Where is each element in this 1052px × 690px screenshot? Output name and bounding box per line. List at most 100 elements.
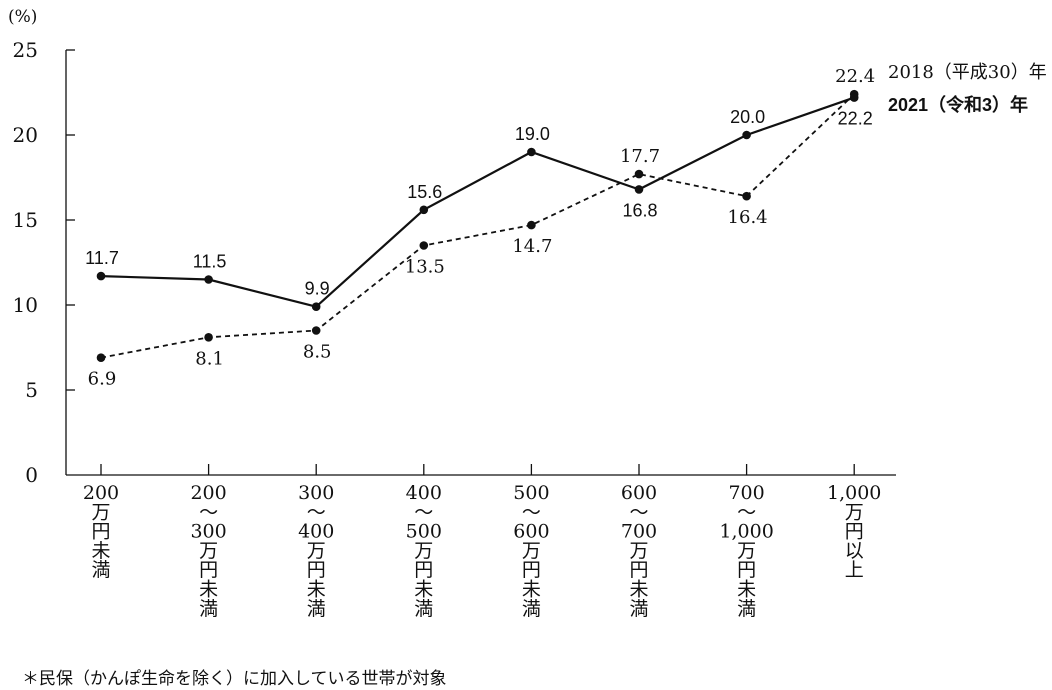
x-category-label-line: ～ [414, 501, 433, 523]
data-label: 8.1 [195, 348, 224, 369]
data-label: 6.9 [88, 369, 117, 390]
data-label: 20.0 [730, 107, 765, 127]
x-category-label-line: 200 [190, 482, 226, 504]
x-category-label-line: 万 [737, 540, 756, 562]
data-point [634, 185, 644, 194]
footnote: ＊民保（かんぽ生命を除く）に加入している世帯が対象 [22, 669, 447, 689]
x-category-label-line: 万 [307, 540, 326, 562]
x-category-label-line: 未 [737, 579, 756, 601]
data-label: 16.4 [728, 207, 768, 228]
x-category-label-line: 700 [728, 482, 764, 504]
series-2021-line [100, 96, 855, 308]
data-label: 15.6 [407, 182, 442, 202]
data-label: 17.7 [620, 146, 660, 167]
x-category-label-line: 円 [414, 559, 433, 581]
data-label: 11.7 [85, 248, 119, 268]
x-category-label-line: 円 [737, 559, 756, 581]
x-category-label-line: 万 [845, 501, 864, 523]
x-category-label-line: 500 [406, 521, 442, 543]
x-category-label-line: 1,000 [827, 482, 881, 504]
x-category-label: 200 ～ 300 万円未満 [190, 482, 226, 620]
x-category-label: 400 ～ 500 万円未満 [406, 482, 442, 620]
x-category-label-line: 未 [522, 579, 541, 601]
x-category-label-line: 円 [199, 559, 218, 581]
x-category-label-line: 万 [91, 501, 110, 523]
y-unit-label: (%) [8, 7, 37, 27]
x-category-label-line: 円 [522, 559, 541, 581]
series-2018-line [100, 93, 855, 359]
x-category-label-line: 満 [522, 598, 541, 620]
x-category-label-line: 200 [83, 482, 119, 504]
y-tick-label: 25 [13, 38, 38, 62]
data-point [419, 241, 429, 250]
x-category-label-line: 円 [91, 521, 110, 543]
data-label: 8.5 [303, 342, 332, 363]
x-category-label-line: ～ [522, 501, 541, 523]
x-category-label-line: 円 [307, 559, 326, 581]
data-label: 14.7 [512, 236, 552, 257]
x-category-label-line: 未 [307, 579, 326, 601]
data-point [96, 271, 106, 281]
x-category-label-line: 満 [737, 598, 756, 620]
data-point [96, 353, 106, 363]
data-label: 22.2 [838, 109, 873, 129]
x-category-label-line: 満 [629, 598, 648, 620]
x-category-label-line: 以 [845, 540, 864, 562]
x-category-label-line: ～ [737, 501, 756, 523]
x-category-label-line: ～ [307, 501, 326, 523]
data-label: 16.8 [622, 200, 657, 220]
x-category-label-line: 万 [414, 540, 433, 562]
x-category-label: 600 ～ 700 万円未満 [621, 482, 657, 620]
x-category-label: 300 ～ 400 万円未満 [298, 482, 334, 620]
x-category-label-line: 700 [621, 521, 657, 543]
data-point [527, 220, 536, 230]
legend-2018: 2018（平成30）年 [888, 62, 1047, 83]
data-point [742, 191, 751, 201]
x-category-label-line: 300 [298, 482, 334, 504]
y-tick-label: 20 [13, 123, 38, 147]
x-category-label-line: 満 [414, 598, 433, 620]
data-point [634, 169, 644, 179]
x-category-label-line: 円 [629, 559, 648, 581]
y-tick-label: 5 [25, 378, 38, 402]
x-category-label: 700 ～ 1,000 万円未満 [719, 482, 773, 620]
y-tick-label: 10 [13, 293, 38, 317]
data-label: 9.9 [305, 279, 330, 299]
x-category-label-line: 満 [199, 598, 218, 620]
x-category-label-line: 未 [91, 540, 110, 562]
x-category-label-line: 300 [190, 521, 226, 543]
x-category-label-line: 未 [629, 579, 648, 601]
data-point [311, 326, 321, 335]
x-category-label: 1,000 万円以上 [827, 482, 881, 581]
x-category-label-line: 400 [298, 521, 334, 543]
data-label: 13.5 [405, 257, 445, 278]
x-category-label: 200 万円未満 [83, 482, 119, 581]
x-category-label-line: 400 [406, 482, 442, 504]
data-point [311, 302, 321, 312]
x-category-label-line: 万 [629, 540, 648, 562]
x-category-label-line: 未 [414, 579, 433, 601]
data-point [742, 130, 751, 140]
x-category-label-line: 満 [307, 598, 326, 620]
x-category-label-line: 満 [91, 559, 110, 581]
data-point [204, 275, 213, 284]
data-point [527, 147, 536, 157]
x-category-label-line: 500 [513, 482, 549, 504]
x-category-label-line: 600 [621, 482, 657, 504]
x-category-label-line: 円 [845, 521, 864, 543]
x-category-label: 500 ～ 600 万円未満 [513, 482, 549, 620]
legend-2021: 2021（令和3）年 [888, 94, 1028, 115]
x-category-label-line: 万 [522, 540, 541, 562]
x-category-label-line: 万 [199, 540, 218, 562]
data-label: 22.4 [835, 66, 875, 87]
x-category-label-line: 1,000 [719, 521, 773, 543]
x-category-label-line: ～ [199, 501, 218, 523]
y-tick-label: 0 [25, 463, 38, 487]
data-label: 19.0 [515, 124, 550, 144]
y-tick-label: 15 [13, 208, 38, 232]
x-category-label-line: 未 [199, 579, 218, 601]
data-label: 11.5 [193, 252, 227, 272]
x-category-label-line: 上 [845, 559, 864, 581]
x-category-label-line: ～ [629, 501, 648, 523]
